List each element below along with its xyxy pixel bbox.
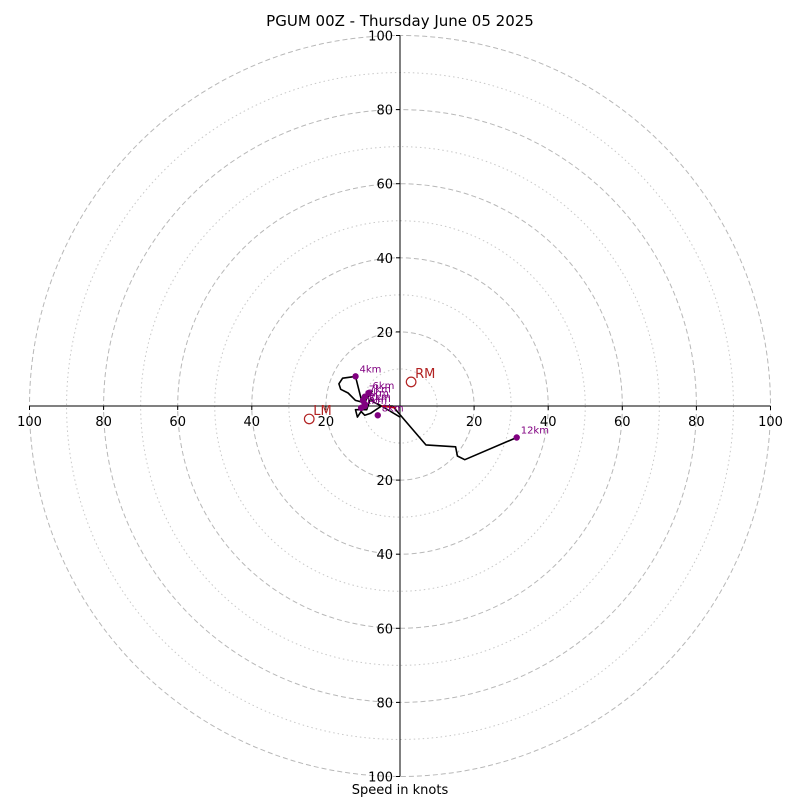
y-tick-label: 20 (376, 474, 393, 489)
hodograph-trace (338, 375, 518, 461)
x-tick-label: 100 (758, 415, 783, 430)
x-tick-label: 60 (169, 415, 186, 430)
x-tick-label: 100 (17, 415, 42, 430)
y-tick-label: 80 (376, 104, 393, 119)
height-marker (513, 434, 520, 441)
height-marker-label: 4km (360, 364, 382, 375)
storm-motion-label: LM (313, 404, 331, 419)
storm-motion-marker (405, 376, 417, 388)
height-marker-label: 6km (373, 381, 395, 392)
height-marker-label: 2km (369, 392, 391, 403)
height-marker (361, 402, 369, 410)
hodograph-lower-segment (381, 405, 397, 409)
height-marker-label: 12km (521, 425, 549, 436)
y-tick-label: 60 (376, 178, 393, 193)
height-marker-label: 1km (365, 396, 387, 407)
y-tick-label: 80 (376, 696, 393, 711)
height-marker-label: 8km (382, 403, 404, 414)
x-tick-label: 20 (466, 415, 483, 430)
height-marker-label: 3km (367, 388, 389, 399)
y-tick-label: 40 (376, 252, 393, 267)
chart-title: PGUM 00Z - Thursday June 05 2025 (266, 12, 534, 30)
x-tick-label: 40 (244, 415, 261, 430)
height-marker-label: 5km (369, 394, 391, 405)
height-marker (352, 373, 359, 380)
y-tick-label: 20 (376, 326, 393, 341)
x-tick-label: 40 (540, 415, 557, 430)
x-tick-label: 60 (614, 415, 631, 430)
x-tick-label: 20 (318, 415, 335, 430)
x-tick-label: 80 (95, 415, 112, 430)
x-axis-label: Speed in knots (351, 783, 449, 798)
x-tick-label: 80 (688, 415, 705, 430)
y-tick-label: 100 (368, 771, 393, 786)
storm-motion-marker (303, 413, 315, 425)
y-tick-label: 40 (376, 548, 393, 563)
height-marker (374, 412, 381, 419)
y-tick-label: 60 (376, 622, 393, 637)
height-marker-label: 7km (369, 385, 391, 396)
storm-motion-label: RM (415, 367, 435, 382)
y-tick-label: 100 (368, 30, 393, 45)
